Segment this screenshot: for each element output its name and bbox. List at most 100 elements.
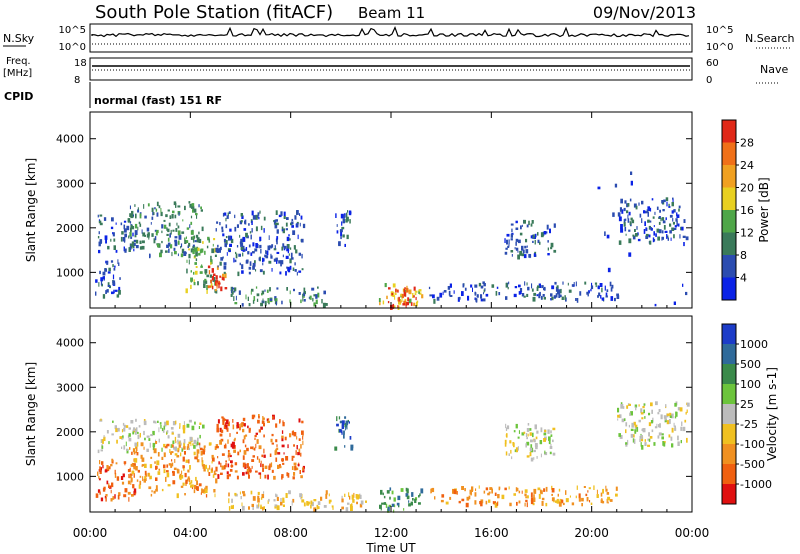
data-cell (222, 233, 225, 237)
data-cell (618, 240, 622, 245)
data-cell (615, 486, 618, 491)
data-cell (414, 293, 417, 296)
data-cell (223, 262, 227, 266)
data-cell (530, 439, 533, 443)
data-cell (150, 434, 153, 437)
data-cell (418, 289, 422, 292)
data-cell (344, 445, 346, 448)
data-cell (549, 446, 553, 449)
data-cell (194, 255, 196, 258)
data-cell (228, 458, 230, 461)
data-cell (255, 214, 258, 220)
data-cell (128, 474, 130, 479)
data-cell (225, 243, 227, 248)
data-cell (317, 292, 320, 298)
data-cell (254, 435, 257, 438)
data-cell (606, 234, 610, 239)
data-cell (185, 459, 189, 463)
data-cell (675, 411, 678, 417)
data-cell (281, 458, 284, 462)
data-cell (507, 245, 510, 248)
data-cell (131, 451, 133, 455)
data-cell (452, 488, 455, 494)
data-cell (235, 253, 238, 259)
data-cell (386, 490, 390, 494)
data-cell (179, 473, 182, 478)
data-cell (138, 425, 141, 428)
data-cell (127, 480, 131, 485)
data-cell (190, 442, 192, 447)
data-cell (518, 284, 521, 288)
data-cell (150, 475, 152, 480)
data-cell (177, 253, 179, 257)
data-cell (301, 253, 303, 259)
data-cell (483, 283, 486, 287)
data-cell (491, 488, 493, 494)
data-cell (478, 485, 480, 489)
data-cell (152, 445, 155, 451)
velocity-panel-frame (89, 315, 693, 513)
data-cell (227, 450, 230, 453)
data-cell (220, 429, 224, 433)
data-cell (110, 498, 113, 502)
data-cell (406, 496, 410, 500)
data-cell (634, 429, 637, 434)
data-cell (669, 223, 672, 227)
data-cell (177, 225, 180, 229)
data-cell (341, 498, 344, 503)
data-cell (153, 238, 156, 244)
data-cell (139, 246, 143, 250)
data-cell (449, 295, 453, 297)
data-cell (124, 240, 126, 243)
data-cell (641, 200, 644, 205)
data-cell (129, 447, 131, 450)
data-cell (298, 252, 301, 256)
data-cell (540, 232, 544, 238)
data-cell (301, 499, 305, 503)
data-cell (259, 474, 262, 479)
date-label: 09/Nov/2013 (593, 3, 696, 22)
data-cell (210, 262, 212, 265)
data-cell (680, 440, 682, 444)
data-cell (137, 207, 139, 211)
data-cell (204, 280, 208, 284)
data-cell (382, 492, 384, 496)
data-cell (325, 490, 328, 495)
data-cell (268, 235, 270, 240)
data-cell (250, 290, 252, 295)
data-cell (628, 252, 632, 257)
data-cell (479, 501, 482, 505)
data-cell (383, 495, 386, 499)
data-cell (607, 267, 611, 273)
data-cell (669, 412, 672, 417)
data-cell (252, 496, 256, 501)
data-cell (671, 427, 674, 433)
data-cell (309, 501, 311, 505)
data-cell (657, 412, 660, 415)
data-cell (600, 295, 602, 299)
data-cell (141, 229, 143, 234)
data-cell (242, 236, 246, 242)
data-cell (124, 462, 126, 466)
data-cell (215, 281, 217, 286)
data-cell (342, 218, 345, 224)
data-cell (299, 470, 301, 474)
data-cell (406, 488, 409, 494)
data-cell (242, 417, 246, 422)
data-cell (343, 214, 346, 219)
data-cell (527, 423, 530, 426)
data-cell (263, 434, 265, 438)
data-cell (231, 287, 234, 290)
data-cell (351, 494, 354, 500)
data-cell (498, 486, 501, 490)
data-cell (675, 218, 678, 222)
data-cell (547, 429, 550, 434)
velocity-colorbar-label: Velocity [m s-1] (765, 367, 779, 461)
data-cell (141, 245, 145, 250)
data-cell (571, 502, 575, 506)
data-cell (209, 274, 213, 278)
data-cell (643, 409, 645, 414)
data-cell (483, 490, 486, 494)
data-cell (114, 425, 117, 430)
data-cell (123, 424, 126, 428)
